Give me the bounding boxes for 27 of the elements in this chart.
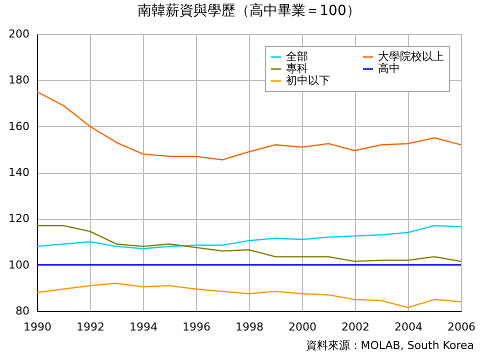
x-tick-label: 2002	[342, 320, 370, 334]
chart-title: 南韓薪資與學歷（高中畢業＝100）	[138, 3, 360, 19]
legend-label: 全部	[286, 50, 308, 63]
line-series	[36, 91, 462, 160]
y-tick-label: 120	[8, 212, 30, 226]
x-tick-label: 2004	[394, 320, 422, 334]
x-tick-label: 2000	[288, 320, 316, 334]
y-tick-label: 100	[8, 258, 30, 272]
y-tick-label: 180	[8, 74, 30, 87]
y-tick-label: 80	[16, 304, 30, 318]
x-tick-label: 1990	[24, 320, 52, 334]
legend-label: 專科	[286, 62, 308, 75]
y-tick-label: 200	[8, 28, 30, 40]
y-tick-label: 140	[8, 166, 30, 179]
x-tick-label: 1992	[76, 320, 104, 334]
line-series	[36, 224, 462, 250]
legend-label: 大學院校以上	[378, 50, 444, 63]
y-tick-label: 160	[8, 120, 30, 133]
legend-label: 初中以下	[286, 74, 330, 87]
line-series	[36, 282, 462, 308]
line-series	[36, 224, 462, 262]
legend-label: 高中	[378, 62, 400, 75]
x-tick-label: 1994	[130, 320, 158, 334]
x-tick-label: 1996	[182, 320, 210, 334]
source-note: 資料來源：MOLAB, South Korea	[304, 338, 474, 353]
x-tick-label: 2006	[448, 320, 476, 334]
x-tick-label: 1998	[236, 320, 264, 334]
